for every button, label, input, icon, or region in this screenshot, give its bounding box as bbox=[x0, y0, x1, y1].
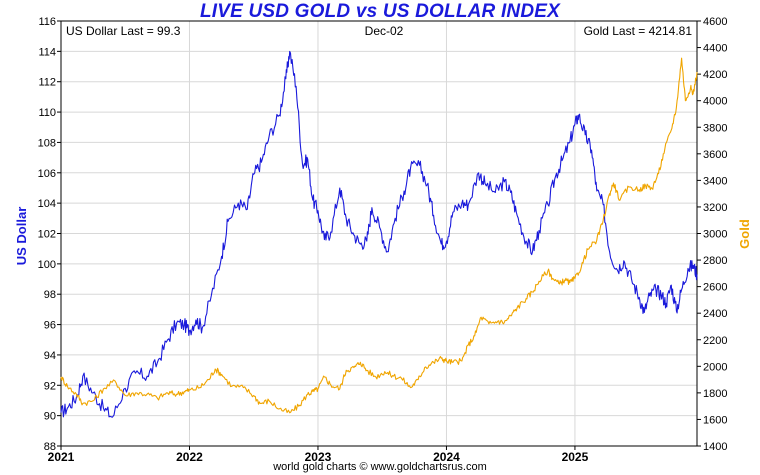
right-tick-label: 2000 bbox=[703, 361, 727, 373]
x-axis-ticks: 2021 2022 2023 2024 2025 bbox=[48, 446, 589, 464]
x-tick-label: 2023 bbox=[305, 450, 332, 464]
left-tick-label: 96 bbox=[44, 320, 56, 332]
right-tick-label: 3000 bbox=[703, 229, 727, 241]
left-tick-label: 108 bbox=[38, 137, 56, 149]
right-tick-label: 1400 bbox=[703, 441, 727, 453]
left-tick-label: 114 bbox=[38, 46, 56, 58]
x-tick-label: 2021 bbox=[48, 450, 75, 464]
left-tick-label: 100 bbox=[38, 259, 56, 271]
left-tick-label: 106 bbox=[38, 168, 56, 180]
y-left-axis-label: US Dollar bbox=[14, 207, 29, 266]
left-tick-label: 92 bbox=[44, 380, 56, 392]
series-lines bbox=[60, 50, 698, 418]
left-tick-label: 88 bbox=[44, 441, 56, 453]
right-tick-label: 2400 bbox=[703, 308, 727, 320]
right-tick-label: 3600 bbox=[703, 149, 727, 161]
right-tick-label: 3400 bbox=[703, 175, 727, 187]
right-tick-label: 4600 bbox=[703, 16, 727, 28]
left-tick-label: 116 bbox=[38, 16, 56, 28]
left-tick-label: 102 bbox=[38, 229, 56, 241]
right-tick-label: 3800 bbox=[703, 122, 727, 134]
right-axis-ticks: 1400 1600 1800 2000 2200 2400 2600 2800 3000 3200… bbox=[697, 16, 727, 453]
right-tick-label: 1800 bbox=[703, 388, 727, 400]
grid-lines bbox=[60, 20, 697, 447]
right-tick-label: 3200 bbox=[703, 202, 727, 214]
right-tick-label: 2600 bbox=[703, 282, 727, 294]
x-tick-label: 2024 bbox=[433, 450, 460, 464]
right-tick-label: 2200 bbox=[703, 335, 727, 347]
right-tick-label: 4200 bbox=[703, 69, 727, 81]
right-tick-label: 2800 bbox=[703, 255, 727, 267]
right-tick-label: 4400 bbox=[703, 43, 727, 55]
x-tick-label: 2022 bbox=[176, 450, 203, 464]
left-axis-ticks: 88 90 92 94 96 98 100 102 104 106 108 110 112 114 116 bbox=[38, 16, 61, 453]
left-tick-label: 104 bbox=[38, 198, 56, 210]
right-tick-label: 1600 bbox=[703, 414, 727, 426]
left-tick-label: 94 bbox=[44, 350, 56, 362]
usd-last-label: US Dollar Last = 99.3 bbox=[66, 24, 181, 38]
y-right-axis-label: Gold bbox=[737, 219, 752, 249]
left-tick-label: 98 bbox=[44, 289, 56, 301]
left-tick-label: 112 bbox=[38, 77, 56, 89]
right-tick-label: 4000 bbox=[703, 96, 727, 108]
date-label: Dec-02 bbox=[365, 24, 404, 38]
gold-last-label: Gold Last = 4214.81 bbox=[584, 24, 693, 38]
credit-text: world gold charts © www.goldchartsrus.co… bbox=[273, 461, 487, 473]
chart-title: LIVE USD GOLD vs US DOLLAR INDEX bbox=[199, 1, 561, 22]
left-tick-label: 90 bbox=[44, 411, 56, 423]
gold-price-line bbox=[60, 57, 698, 414]
x-tick-label: 2025 bbox=[562, 450, 589, 464]
usd-index-line bbox=[60, 50, 698, 418]
left-tick-label: 110 bbox=[38, 107, 56, 119]
